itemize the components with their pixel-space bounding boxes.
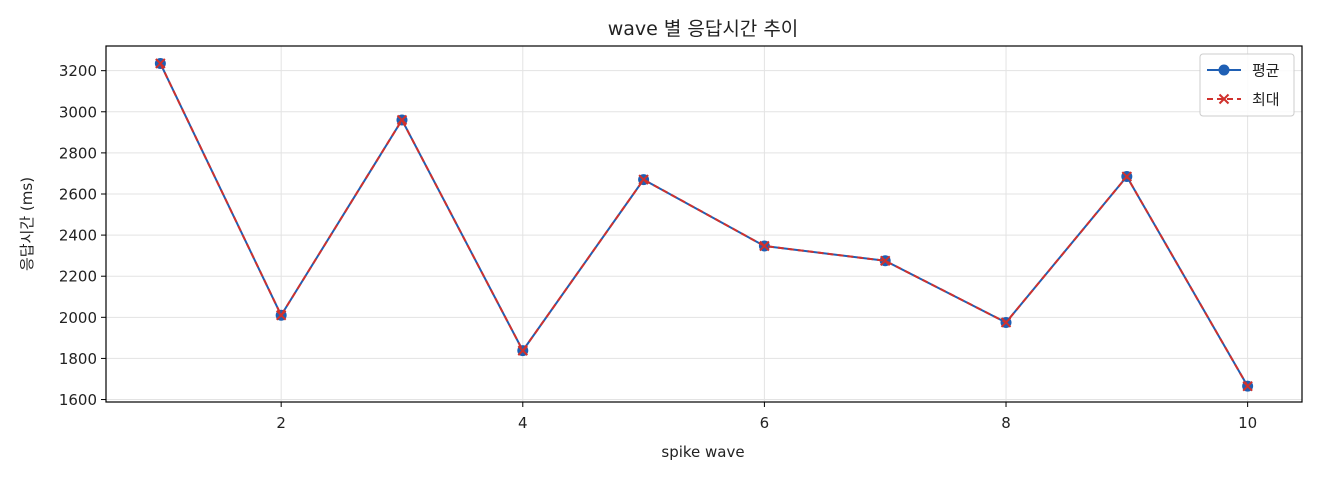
legend-label: 평균 [1252,62,1280,80]
x-tick-label: 8 [1001,414,1011,432]
data-point [155,58,166,69]
data-point [396,114,408,126]
y-tick-label: 2600 [59,185,97,203]
y-tick-label: 3200 [59,62,97,80]
plot-area [106,46,1302,402]
data-point [1242,380,1253,392]
legend-item: 평균 [1207,62,1280,80]
y-tick-label: 3000 [59,103,97,121]
x-tick-label: 4 [518,414,528,432]
data-point [1000,317,1012,328]
data-point [880,255,891,266]
data-point [275,310,287,321]
y-axis-label: 응답시간 (ms) [18,177,36,271]
series-line [159,63,1249,387]
series-layer [154,57,1254,392]
plot-frame [105,45,1303,403]
y-tick-label: 2200 [59,268,97,286]
x-tick-label: 10 [1238,414,1257,432]
legend-box [1199,53,1295,117]
y-tick-label: 1600 [59,391,97,409]
grid-lines [106,46,1302,402]
x-axis-ticks: 2 4 6 8 10 [276,402,1257,432]
x-axis-label: spike wave [661,443,744,461]
data-point [759,240,770,252]
x-tick-label: 6 [760,414,770,432]
data-point [638,174,649,185]
data-point [1121,171,1133,182]
legend-label: 최대 [1252,91,1280,109]
y-axis-ticks: 1600 1800 2000 2200 2400 2600 2800 3000 3200 [59,62,106,409]
chart-title: wave 별 응답시간 추이 [608,18,799,40]
legend-circle-marker [1218,64,1230,76]
y-tick-label: 2800 [59,144,97,162]
data-point [517,345,528,356]
legend-item: 최대 [1207,91,1280,109]
x-tick-label: 2 [276,414,286,432]
series-1 [155,58,1253,392]
y-tick-label: 1800 [59,350,97,368]
y-tick-label: 2400 [59,227,97,245]
legend-x-marker [1218,93,1230,105]
y-tick-label: 2000 [59,309,97,327]
